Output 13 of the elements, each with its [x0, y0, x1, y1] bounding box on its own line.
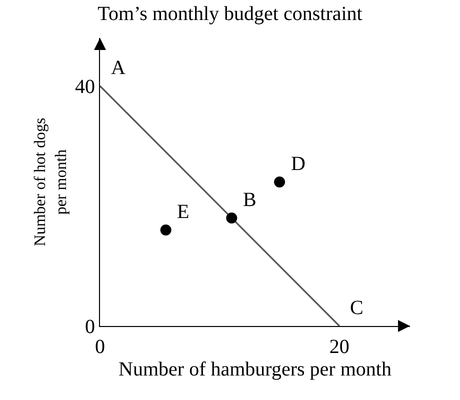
annotation: E: [177, 201, 190, 223]
point: [160, 224, 172, 236]
point: [226, 212, 238, 224]
chart-title: Tom’s monthly budget constraint: [98, 3, 363, 25]
point: [274, 176, 286, 188]
x-axis-title: Number of hamburgers per month: [118, 358, 392, 380]
annotation: A: [111, 57, 126, 79]
y-axis-title: Number of hot dogs per month: [32, 118, 70, 246]
annotation: B: [243, 189, 256, 211]
y-tick-label: 40: [75, 76, 95, 98]
annotation: D: [291, 153, 306, 175]
annotation: C: [350, 297, 364, 319]
x-tick-label: 20: [329, 336, 350, 358]
